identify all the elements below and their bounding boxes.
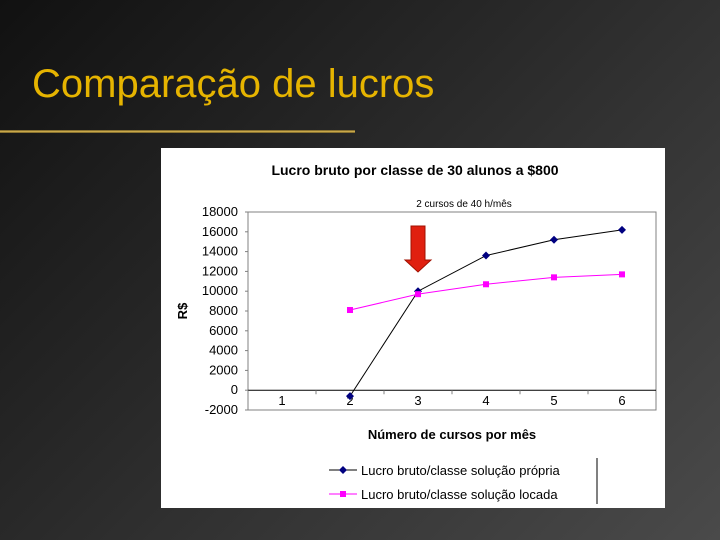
y-tick-label: 12000 — [202, 263, 238, 278]
x-tick-label: 3 — [414, 393, 421, 408]
x-tick-label: 5 — [550, 393, 557, 408]
data-point — [619, 271, 625, 278]
chart-annotation: 2 cursos de 40 h/mês — [416, 199, 512, 210]
data-point — [550, 235, 558, 244]
chart-title: Lucro bruto por classe de 30 alunos a $8… — [271, 162, 558, 178]
y-tick-label: 8000 — [209, 303, 238, 318]
y-axis-label: R$ — [175, 302, 190, 319]
y-tick-label: 6000 — [209, 323, 238, 338]
y-tick-label: 10000 — [202, 283, 238, 298]
title-divider — [0, 130, 355, 133]
y-tick-label: -2000 — [205, 402, 238, 417]
x-tick-label: 1 — [278, 393, 285, 408]
legend-marker-2 — [340, 491, 346, 497]
data-point — [618, 225, 626, 234]
y-tick-label: 18000 — [202, 204, 238, 219]
x-tick-label: 2 — [346, 393, 353, 408]
plot-area — [247, 211, 657, 411]
chart-panel: Lucro bruto por classe de 30 alunos a $8… — [161, 148, 665, 508]
y-tick-label: 16000 — [202, 224, 238, 239]
legend-label-2: Lucro bruto/classe solução locada — [361, 487, 558, 502]
x-axis-label: Número de cursos por mês — [368, 427, 536, 442]
data-point — [415, 291, 421, 298]
slide-title: Comparação de lucros — [32, 62, 435, 106]
data-point — [551, 274, 557, 281]
series-line-2 — [349, 273, 623, 311]
data-point — [346, 392, 354, 401]
x-tick-label: 4 — [482, 393, 489, 408]
red-down-arrow — [403, 225, 433, 273]
chart: Lucro bruto por classe de 30 alunos a $8… — [175, 162, 657, 504]
x-tick-label: 6 — [618, 393, 625, 408]
data-point — [483, 281, 489, 288]
legend-label-1: Lucro bruto/classe solução própria — [361, 463, 560, 478]
y-tick-label: 4000 — [209, 343, 238, 358]
legend-marker-1 — [339, 466, 347, 474]
y-tick-label: 0 — [231, 382, 238, 397]
y-tick-label: 14000 — [202, 244, 238, 259]
y-tick-label: 2000 — [209, 362, 238, 377]
data-point — [347, 307, 353, 314]
data-point — [482, 251, 490, 260]
